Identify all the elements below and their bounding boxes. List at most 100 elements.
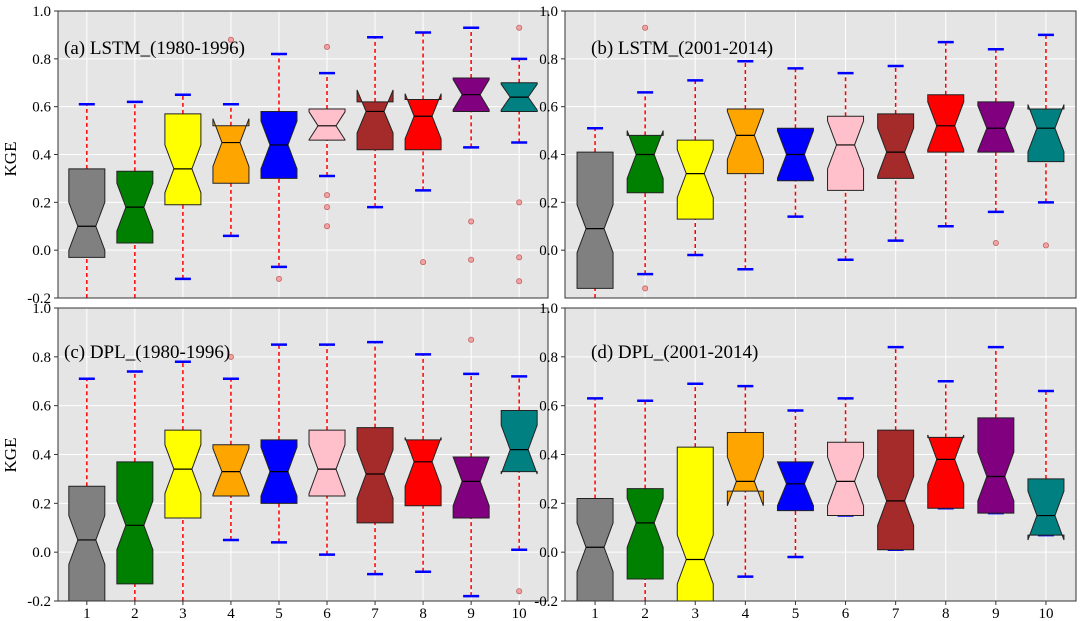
- outlier-point: [324, 223, 331, 230]
- y-tick-label: 0.6: [32, 399, 51, 415]
- box-5: [260, 52, 298, 282]
- x-tick-label: 6: [323, 606, 331, 621]
- box-3: [676, 79, 714, 257]
- x-tick-label: 4: [742, 606, 750, 621]
- chart-panel-2: 0.0 0.2 0.4 0.6 0.8 1.0 (b) LSTM_(2001-2014): [539, 4, 1077, 299]
- box-body: [1027, 478, 1065, 541]
- box-9: [452, 26, 490, 263]
- outlier-point: [227, 353, 234, 360]
- x-tick-label: 1: [83, 606, 91, 621]
- box-body: [308, 108, 346, 141]
- box-body: [726, 432, 764, 506]
- panel-title: (d) DPL_(2001-2014): [591, 342, 758, 363]
- outlier-point: [324, 43, 331, 50]
- panel-title: (b) LSTM_(2001-2014): [591, 38, 773, 59]
- box-2: [116, 100, 154, 298]
- box-7: [877, 345, 915, 551]
- y-tick-label: 0.4: [539, 148, 558, 164]
- panel-title: (a) LSTM_(1980-1996): [64, 38, 245, 59]
- box-5: [776, 67, 814, 218]
- box-4: [726, 384, 764, 578]
- y-tick-label: 0.8: [539, 350, 558, 366]
- box-body: [827, 441, 865, 517]
- box-body: [977, 101, 1015, 153]
- box-6: [308, 343, 346, 556]
- box-body: [877, 429, 915, 551]
- y-tick-label: 0.0: [539, 545, 558, 561]
- box-5: [776, 409, 815, 559]
- x-tick-label: 3: [179, 606, 187, 621]
- box-body: [356, 89, 394, 151]
- box-body: [308, 429, 346, 497]
- x-tick-label: 7: [371, 606, 379, 621]
- box-6: [308, 43, 346, 230]
- box-4: [726, 59, 764, 271]
- x-tick-label: 8: [419, 606, 427, 621]
- box-body: [576, 151, 614, 289]
- y-tick-label: 1.0: [539, 301, 558, 317]
- box-6: [827, 397, 865, 517]
- outlier-point: [642, 24, 649, 31]
- box-body: [452, 456, 490, 519]
- outlier-point: [275, 275, 282, 282]
- panel-title: (c) DPL_(1980-1996): [64, 342, 230, 363]
- y-tick-label: 0.8: [539, 52, 558, 68]
- box-2: [626, 399, 664, 601]
- y-tick-label: 0.8: [32, 52, 51, 68]
- y-tick-label: 0.2: [539, 195, 558, 211]
- chart-panel-4: -0.2 0.0 0.2 0.4 0.6 0.8 1.0 1 2 3 4 5 6 7 8 9 10 (d) DPL…: [534, 301, 1077, 621]
- box-7: [356, 340, 394, 576]
- outlier-point: [516, 278, 523, 285]
- y-tick-label: 1.0: [32, 301, 51, 317]
- box-3: [164, 93, 202, 281]
- x-tick-label: 1: [591, 606, 599, 621]
- box-8: [404, 31, 442, 266]
- y-tick-label: 1.0: [32, 4, 51, 20]
- box-body: [116, 461, 154, 585]
- box-9: [977, 48, 1015, 246]
- x-tick-label: 5: [792, 606, 800, 621]
- box-10: [1027, 389, 1065, 541]
- box-4: [212, 36, 250, 238]
- box-body: [776, 461, 815, 512]
- y-tick-label: 0.4: [539, 448, 558, 464]
- box-body: [356, 427, 394, 524]
- box-body: [212, 118, 250, 184]
- box-3: [164, 360, 202, 601]
- outlier-point: [468, 256, 475, 263]
- outlier-point: [324, 204, 331, 211]
- box-4: [212, 353, 250, 542]
- box-body: [404, 437, 442, 507]
- x-tick-label: 9: [467, 606, 475, 621]
- outlier-point: [227, 36, 234, 43]
- x-tick-label: 4: [227, 606, 235, 621]
- x-tick-label: 10: [512, 606, 527, 621]
- y-tick-label: 0.2: [32, 195, 51, 211]
- outlier-point: [1042, 242, 1049, 249]
- y-tick-label: 0.0: [539, 243, 558, 259]
- box-body: [212, 444, 250, 497]
- box-2: [116, 370, 154, 601]
- outlier-point: [420, 259, 427, 266]
- y-tick-label: -0.2: [27, 291, 51, 307]
- chart-panel-1: -0.2 0.0 0.2 0.4 0.6 0.8 1.0 (a) LSTM_(1980-199…: [27, 4, 549, 307]
- y-tick-label: 0.4: [32, 148, 51, 164]
- box-body: [500, 410, 538, 475]
- box-8: [404, 353, 442, 573]
- box-9: [452, 336, 490, 598]
- x-tick-label: 9: [992, 606, 1000, 621]
- box-5: [260, 343, 298, 544]
- y-tick-label: 0.6: [32, 100, 51, 116]
- x-tick-label: 5: [275, 606, 283, 621]
- box-2: [626, 24, 664, 292]
- box-body: [164, 113, 202, 206]
- box-7: [356, 36, 394, 209]
- box-1: [576, 397, 614, 602]
- y-tick-label: -0.2: [27, 594, 51, 610]
- x-tick-label: 3: [692, 606, 700, 621]
- outlier-point: [642, 285, 649, 292]
- outlier-point: [468, 336, 475, 343]
- outlier-point: [516, 199, 523, 206]
- y-tick-label: 0.0: [32, 545, 51, 561]
- outlier-point: [516, 254, 523, 261]
